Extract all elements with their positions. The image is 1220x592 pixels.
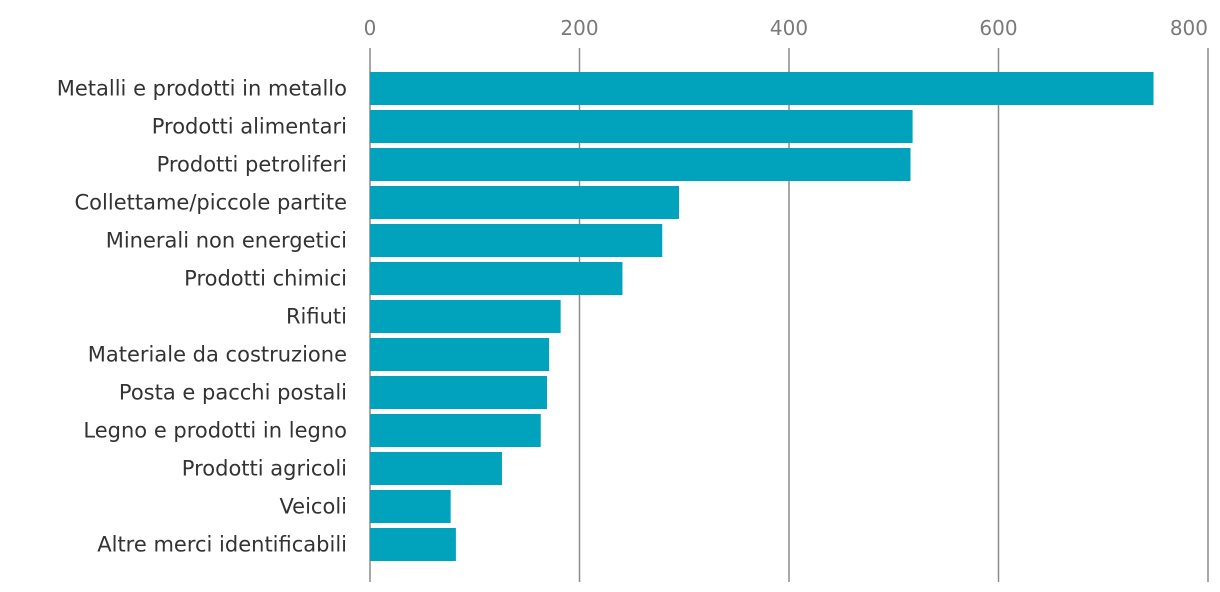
category-label: Materiale da costruzione [88,343,347,367]
x-tick-label: 400 [770,16,808,40]
bar [370,490,451,523]
category-label: Prodotti agricoli [182,457,347,481]
bar [370,300,561,333]
category-label: Prodotti alimentari [152,115,347,139]
bar [370,528,456,561]
bar [370,262,623,295]
bar [370,452,502,485]
category-label: Metalli e prodotti in metallo [57,77,347,101]
bar [370,224,663,257]
x-tick-label: 200 [560,16,598,40]
category-label: Prodotti petroliferi [157,153,347,177]
bar [370,186,680,219]
bar [370,72,1154,105]
category-label: Collettame/piccole partite [75,191,347,215]
bars [370,72,1154,561]
x-tick-label: 0 [364,16,377,40]
bar [370,376,548,409]
x-tick-label: 800 [1170,16,1208,40]
category-label: Rifiuti [286,305,347,329]
category-label: Altre merci identificabili [97,533,347,557]
category-label: Veicoli [279,495,347,519]
bar [370,110,913,143]
category-label: Posta e pacchi postali [119,381,347,405]
bar [370,148,911,181]
x-axis-ticks: 0 200 400 600 800 [364,16,1208,40]
x-tick-label: 600 [979,16,1017,40]
category-label: Minerali non energetici [106,229,347,253]
category-label: Legno e prodotti in legno [83,419,347,443]
category-labels: Metalli e prodotti in metallo Prodotti al… [57,77,347,557]
bar [370,414,541,447]
category-label: Prodotti chimici [184,267,347,291]
bar [370,338,550,371]
